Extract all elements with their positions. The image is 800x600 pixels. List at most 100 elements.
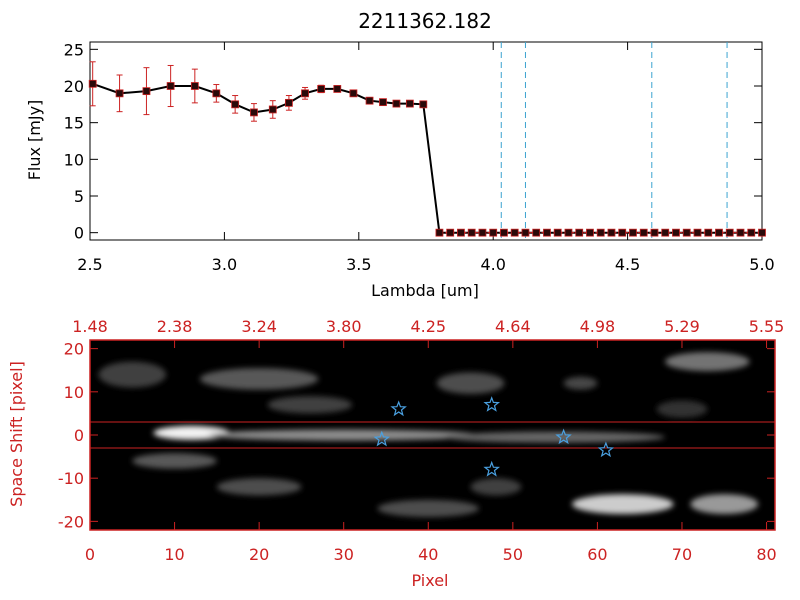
emission-blob xyxy=(267,396,353,414)
chart-title: 2211362.182 xyxy=(358,9,492,33)
data-point xyxy=(629,228,637,237)
data-point xyxy=(672,228,680,237)
data-point xyxy=(268,105,277,114)
data-point xyxy=(365,96,374,105)
data-point xyxy=(489,228,498,237)
data-point xyxy=(532,228,541,237)
data-point xyxy=(231,100,240,109)
series-line xyxy=(92,82,762,234)
data-point xyxy=(419,100,428,109)
data-point xyxy=(704,228,713,237)
y-tick-label-bottom: 0 xyxy=(74,426,84,445)
emission-blob xyxy=(153,425,230,440)
x-tick-label: 3.0 xyxy=(212,255,237,274)
image-plot-area: 0 10 20 30 40 50 60 70 80 1.48 2.38 3.24 3.80 4.25 4.6… xyxy=(58,317,784,564)
data-point xyxy=(435,228,444,237)
emission-blob xyxy=(436,372,505,394)
y-tick-label: 5 xyxy=(74,187,84,206)
data-point xyxy=(379,98,387,107)
emission-blob xyxy=(377,499,480,518)
data-point xyxy=(618,228,627,237)
star-marker xyxy=(390,400,407,417)
data-point xyxy=(166,82,175,90)
y-tick-label-bottom: 10 xyxy=(64,383,84,402)
data-point xyxy=(521,228,530,237)
data-point xyxy=(758,228,766,237)
data-point xyxy=(736,228,745,237)
spectrum-panel: 2211362.182 2.5 3.0 3.5 4.0 4.5 5.0 0 5 10 15 20 25… xyxy=(25,9,775,300)
y-tick-label-bottom: -20 xyxy=(58,512,84,531)
emission-blob xyxy=(563,376,598,390)
data-point xyxy=(510,228,519,237)
data-point xyxy=(285,98,293,107)
top-tick-label: 3.24 xyxy=(241,317,277,336)
emission-blob xyxy=(665,352,750,372)
y-tick-label: 0 xyxy=(74,224,84,243)
data-point xyxy=(586,228,594,237)
data-point xyxy=(478,228,487,237)
x-tick-label-bottom: 0 xyxy=(85,545,95,564)
y-tick-label: 10 xyxy=(64,150,84,169)
data-point xyxy=(639,228,648,237)
data-point xyxy=(457,228,465,237)
top-tick-label: 4.64 xyxy=(495,317,531,336)
top-tick-label: 5.29 xyxy=(664,317,700,336)
emission-blob xyxy=(216,478,302,496)
x-tick-label: 4.0 xyxy=(480,255,505,274)
x-tick-label-bottom: 50 xyxy=(503,545,523,564)
data-point xyxy=(575,228,584,237)
data-point xyxy=(661,228,670,237)
x-tick-label-bottom: 40 xyxy=(418,545,438,564)
emission-blob xyxy=(470,478,522,496)
y-tick-label-bottom: 20 xyxy=(64,340,84,359)
data-point xyxy=(500,228,508,237)
star-marker xyxy=(597,441,615,458)
emission-blob xyxy=(445,431,666,443)
image-emission xyxy=(98,352,759,518)
data-point xyxy=(392,99,401,108)
data-point xyxy=(747,228,756,237)
data-point xyxy=(715,228,723,237)
x-tick-label: 2.5 xyxy=(77,255,102,274)
data-point xyxy=(596,228,605,237)
top-tick-label: 1.48 xyxy=(72,317,108,336)
star-marker xyxy=(483,396,501,412)
top-tick-label: 3.80 xyxy=(326,317,362,336)
data-point xyxy=(725,228,734,237)
y-tick-label: 15 xyxy=(64,114,84,133)
star-marker xyxy=(373,430,391,447)
data-point xyxy=(142,87,151,96)
emission-blob xyxy=(690,494,759,515)
emission-blob xyxy=(132,453,217,469)
x-tick-label-bottom: 30 xyxy=(334,545,354,564)
data-point xyxy=(553,228,562,237)
top-tick-label: 4.25 xyxy=(410,317,446,336)
y-tick-label: 20 xyxy=(64,77,84,96)
data-point xyxy=(543,228,551,237)
data-point xyxy=(250,108,258,117)
y-axis-label: Flux [mJy] xyxy=(25,100,44,181)
top-tick-label: 5.55 xyxy=(749,317,785,336)
data-point xyxy=(446,228,455,237)
x-tick-label: 4.5 xyxy=(615,255,640,274)
data-point xyxy=(405,99,414,108)
y-tick-label: 25 xyxy=(64,40,84,59)
data-point xyxy=(650,228,659,237)
data-point xyxy=(693,228,702,237)
data-point xyxy=(607,228,616,237)
y-tick-label-bottom: -10 xyxy=(58,469,84,488)
top-tick-label: 2.38 xyxy=(157,317,193,336)
top-tick-label: 4.98 xyxy=(580,317,616,336)
data-point xyxy=(88,79,97,88)
x-axis-label: Lambda [um] xyxy=(371,281,479,300)
spectrum-image-panel: 0 10 20 30 40 50 60 70 80 1.48 2.38 3.24 3.80 4.25 4.6… xyxy=(7,317,784,590)
x-tick-label-bottom: 10 xyxy=(164,545,184,564)
star-marker xyxy=(483,460,501,477)
x-tick-label-bottom: 60 xyxy=(587,545,607,564)
plot-frame xyxy=(89,41,763,241)
emission-blob xyxy=(208,429,480,441)
x-axis-label-bottom: Pixel xyxy=(411,571,448,590)
x-tick-label: 5.0 xyxy=(749,255,774,274)
x-tick-label-bottom: 20 xyxy=(249,545,269,564)
